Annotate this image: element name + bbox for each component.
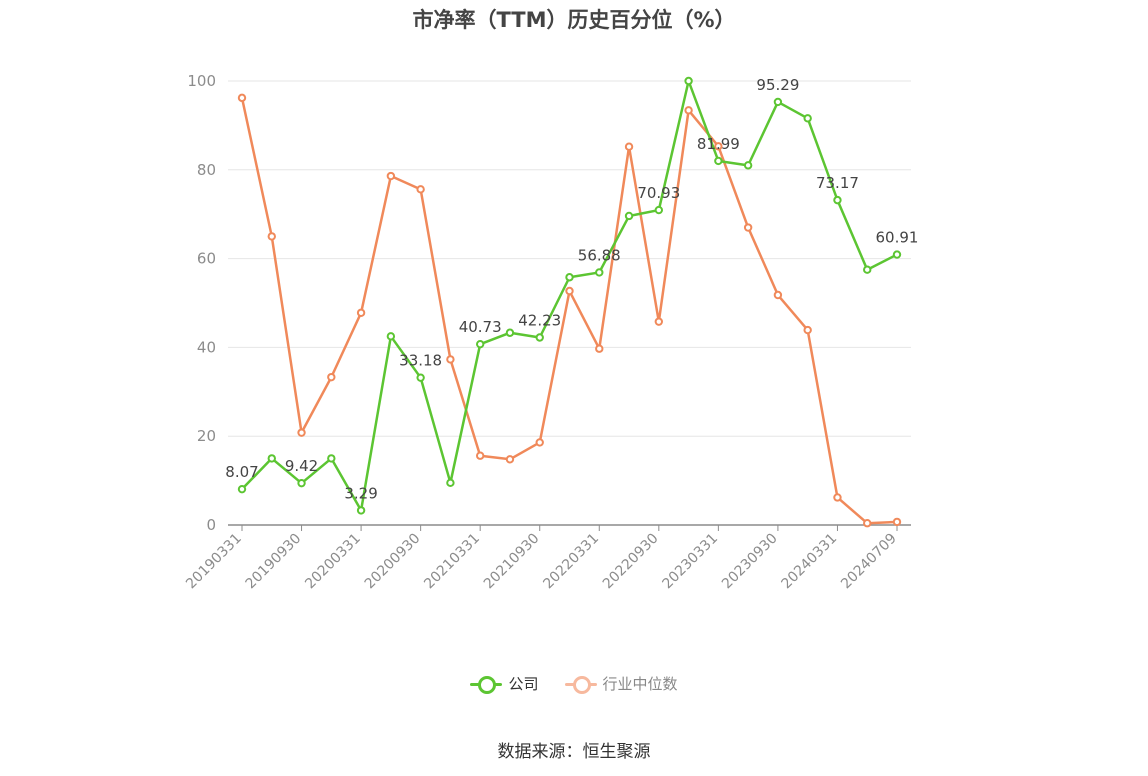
data-point-company <box>892 250 902 259</box>
data-point-industry <box>624 142 634 151</box>
data-point-company <box>743 161 753 170</box>
chart-title: 市净率（TTM）历史百分位（%） <box>412 8 736 32</box>
data-point-industry <box>833 493 842 502</box>
data-point-industry <box>416 185 425 194</box>
x-tick-label: 20230930 <box>719 531 781 593</box>
legend: 公司 行业中位数 <box>0 673 1148 694</box>
data-point-industry <box>475 451 485 460</box>
y-tick-label: 0 <box>206 516 216 534</box>
line-chart: 0 20 40 60 80 100 2019033120190930202003312020… <box>183 72 919 593</box>
x-tick-label: 20200331 <box>302 531 364 593</box>
x-tick-label: 20240331 <box>779 531 841 593</box>
data-point-industry <box>595 344 604 353</box>
y-tick-label: 40 <box>197 338 216 356</box>
data-point-industry <box>356 308 366 317</box>
y-tick-label: 20 <box>197 427 216 445</box>
data-point-industry <box>714 142 723 151</box>
data-point-company <box>267 454 276 463</box>
data-point-company <box>505 328 515 337</box>
data-point-industry <box>237 93 247 103</box>
data-point-company <box>833 195 842 205</box>
data-point-company <box>356 506 366 515</box>
data-label: 33.18 <box>399 352 442 370</box>
data-point-company <box>416 373 425 382</box>
data-label: 60.91 <box>876 229 919 247</box>
x-tick-label: 20210930 <box>481 531 543 593</box>
data-point-industry <box>773 290 783 300</box>
data-point-industry <box>297 428 306 437</box>
data-point-industry <box>654 317 664 326</box>
data-label: 95.29 <box>756 76 799 94</box>
series-line-industry <box>240 97 898 525</box>
y-tick-label: 60 <box>197 250 216 268</box>
legend-item-industry[interactable]: 行业中位数 <box>564 673 678 694</box>
x-tick-label: 20240709 <box>838 531 900 593</box>
legend-industry-symbol <box>564 674 597 694</box>
data-point-industry <box>505 455 515 464</box>
data-label: 3.29 <box>344 484 377 502</box>
x-tick-label: 20190930 <box>243 531 305 593</box>
data-point-company <box>654 205 664 215</box>
data-label: 70.93 <box>637 184 680 202</box>
y-tick-label: 80 <box>197 161 216 179</box>
data-point-company <box>565 273 574 282</box>
data-point-company <box>773 97 783 107</box>
data-point-company <box>714 156 723 166</box>
data-point-industry <box>743 223 753 232</box>
data-point-company <box>595 268 604 277</box>
legend-company-label: 公司 <box>508 675 539 693</box>
x-tick-label: 20220331 <box>540 531 602 593</box>
data-point-industry <box>535 438 544 447</box>
data-point-company <box>624 211 634 221</box>
x-tick-label: 20220930 <box>600 531 662 593</box>
data-point-company <box>386 332 396 341</box>
data-point-industry <box>684 106 693 115</box>
data-point-industry <box>267 232 276 241</box>
data-point-company <box>803 114 812 123</box>
legend-company-symbol <box>470 674 503 694</box>
data-point-company <box>535 333 544 342</box>
x-tick-label: 20190331 <box>183 531 245 593</box>
data-label: 9.42 <box>285 457 318 475</box>
x-tick-label: 20230331 <box>659 531 721 593</box>
data-point-industry <box>446 355 455 364</box>
data-point-industry <box>803 325 812 335</box>
legend-industry-label: 行业中位数 <box>602 675 678 693</box>
data-label: 40.73 <box>459 318 502 336</box>
data-point-company <box>237 484 247 494</box>
data-label: 81.99 <box>697 135 740 153</box>
data-label: 8.07 <box>225 463 258 481</box>
data-label: 56.88 <box>578 246 621 264</box>
data-point-industry <box>327 372 336 382</box>
data-point-company <box>297 478 306 488</box>
data-point-company <box>475 339 485 349</box>
data-point-company <box>863 265 872 274</box>
legend-item-company[interactable]: 公司 <box>470 673 539 694</box>
y-tick-label: 100 <box>187 72 216 90</box>
data-point-company <box>327 454 336 463</box>
data-label: 73.17 <box>816 174 859 192</box>
data-point-industry <box>863 519 872 528</box>
data-point-industry <box>565 286 574 296</box>
data-point-company <box>446 478 455 488</box>
data-source: 数据来源：恒生聚源 <box>497 742 651 762</box>
data-point-industry <box>892 517 902 527</box>
data-point-industry <box>386 171 396 181</box>
data-point-company <box>684 76 693 86</box>
x-tick-label: 20200930 <box>362 531 424 593</box>
x-tick-label: 20210331 <box>421 531 483 593</box>
data-label: 42.23 <box>518 311 561 329</box>
